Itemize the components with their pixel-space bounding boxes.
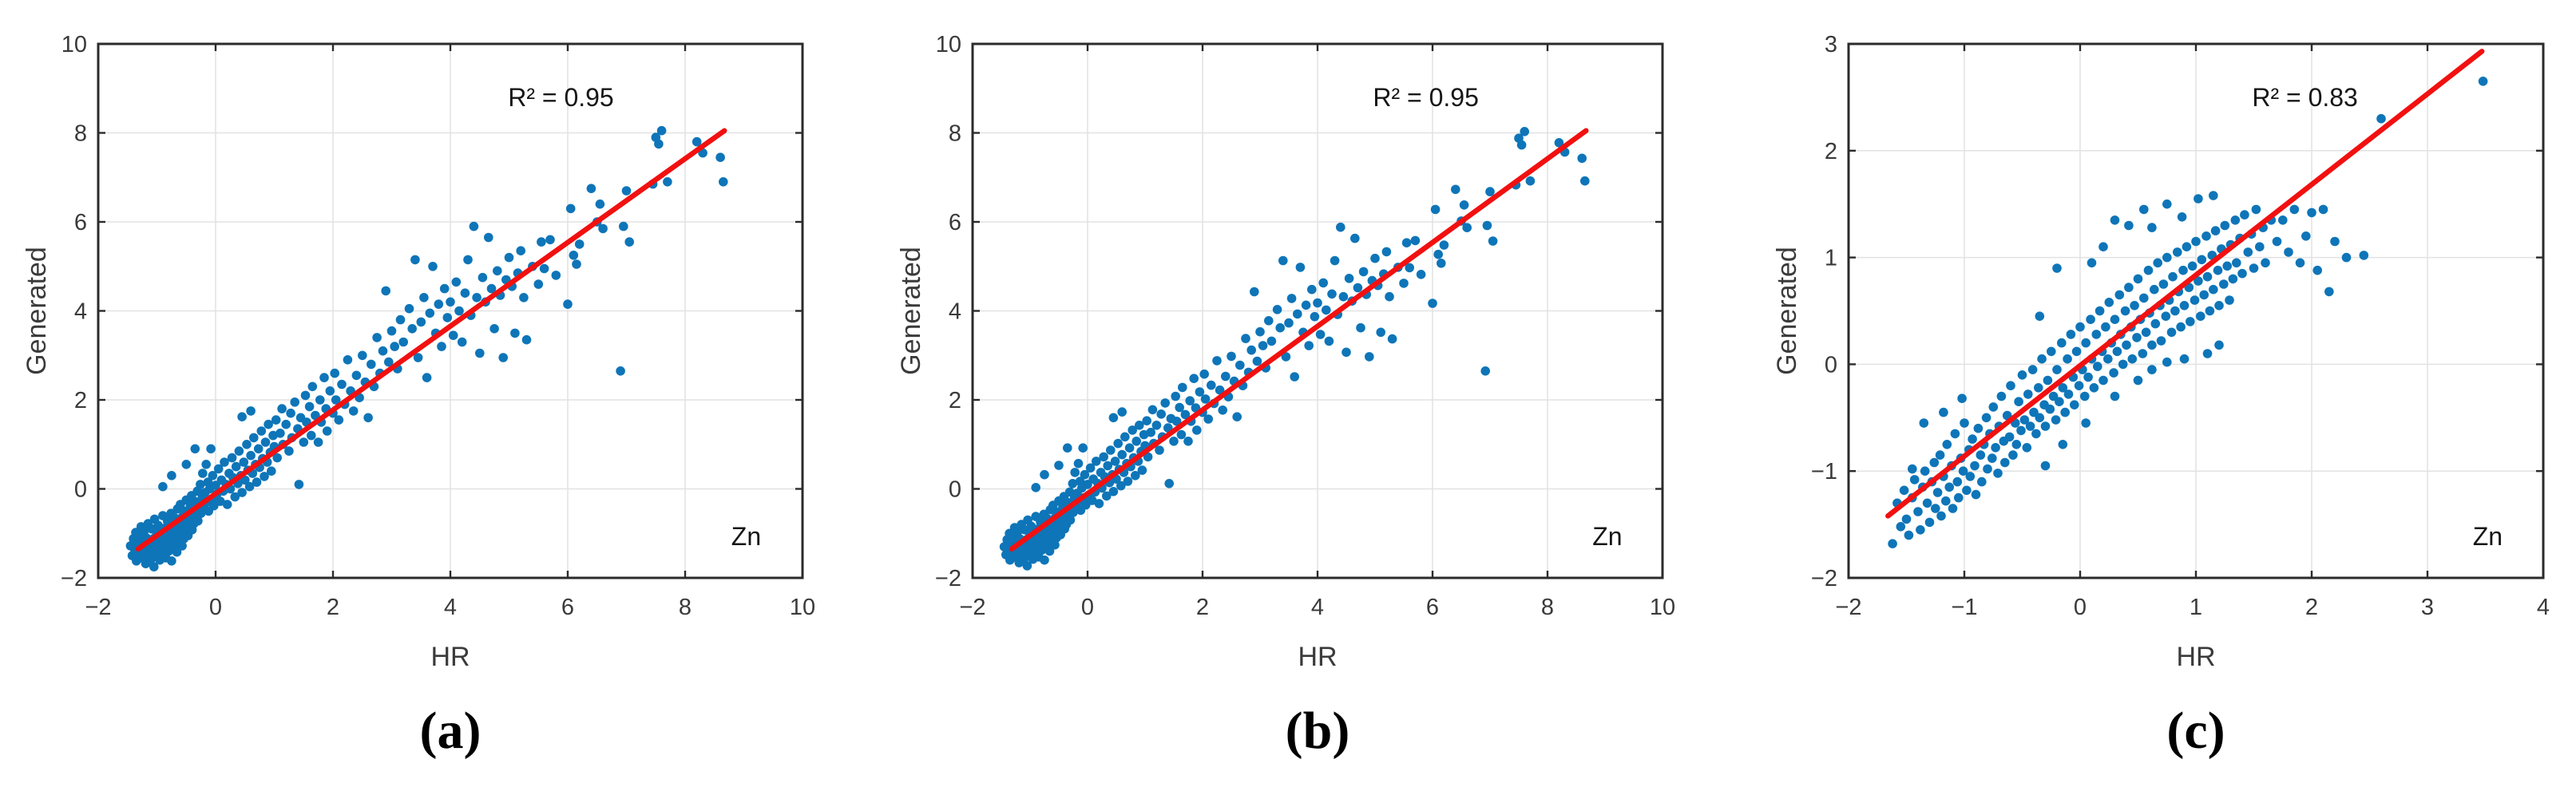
caption-b: (b) xyxy=(1285,702,1350,760)
fit-line xyxy=(1885,49,2485,519)
fit-line xyxy=(1009,128,1589,552)
svg-text:10: 10 xyxy=(61,32,87,57)
axis-box xyxy=(971,42,1664,579)
svg-text:8: 8 xyxy=(74,121,87,147)
svg-text:6: 6 xyxy=(949,210,961,235)
svg-text:2: 2 xyxy=(949,388,961,413)
svg-text:4: 4 xyxy=(2537,595,2550,620)
svg-text:2: 2 xyxy=(1825,139,1837,164)
svg-text:−2: −2 xyxy=(935,566,961,591)
r2-annotation: R² = 0.95 xyxy=(1373,83,1479,112)
svg-text:4: 4 xyxy=(444,595,457,620)
element-label: Zn xyxy=(2473,522,2503,551)
svg-text:6: 6 xyxy=(561,595,574,620)
svg-text:6: 6 xyxy=(74,210,87,235)
tick-labels: −2 0 2 4 6 8 10 −2 0 2 4 6 8 10 xyxy=(935,32,1675,620)
element-label: Zn xyxy=(731,522,761,551)
element-label: Zn xyxy=(1592,522,1622,551)
panel-c: −2 −1 0 1 2 3 4 −2 −1 0 1 2 3 HR Generated R² = 0.83 Zn … xyxy=(1717,0,2576,787)
x-axis-label: HR xyxy=(430,642,470,672)
y-axis-label: Generated xyxy=(22,247,52,375)
svg-text:8: 8 xyxy=(679,595,692,620)
r2-annotation: R² = 0.95 xyxy=(508,83,614,112)
y-axis-label: Generated xyxy=(896,247,926,375)
x-axis-label: HR xyxy=(1298,642,1337,672)
svg-text:3: 3 xyxy=(2421,595,2434,620)
gridlines xyxy=(1849,44,2543,578)
svg-text:0: 0 xyxy=(74,477,87,503)
axis-box xyxy=(1847,42,2545,579)
svg-text:−2: −2 xyxy=(959,595,985,620)
tick-labels: −2 0 2 4 6 8 10 −2 0 2 4 6 8 10 xyxy=(61,32,815,620)
panel-a: −2 0 2 4 6 8 10 −2 0 2 4 6 8 10 HR Generated R² = 0.95 Zn… xyxy=(0,0,858,787)
svg-text:−2: −2 xyxy=(85,595,111,620)
svg-text:−2: −2 xyxy=(1811,566,1837,591)
svg-text:8: 8 xyxy=(949,121,961,147)
svg-text:−2: −2 xyxy=(1835,595,1861,620)
svg-text:3: 3 xyxy=(1825,32,1837,57)
scatter-points xyxy=(125,125,728,571)
svg-text:4: 4 xyxy=(949,299,961,325)
svg-text:0: 0 xyxy=(1825,352,1837,378)
tick-labels: −2 −1 0 1 2 3 4 −2 −1 0 1 2 3 xyxy=(1811,32,2550,620)
svg-text:0: 0 xyxy=(2074,595,2087,620)
svg-text:4: 4 xyxy=(1311,595,1324,620)
svg-text:0: 0 xyxy=(949,477,961,503)
svg-text:2: 2 xyxy=(2305,595,2318,620)
svg-text:1: 1 xyxy=(2190,595,2202,620)
svg-text:−1: −1 xyxy=(1811,459,1837,484)
scatter-points xyxy=(1888,77,2488,548)
svg-text:2: 2 xyxy=(1196,595,1209,620)
caption-a: (a) xyxy=(419,702,482,760)
svg-text:2: 2 xyxy=(74,388,87,413)
svg-text:6: 6 xyxy=(1426,595,1439,620)
svg-text:−1: −1 xyxy=(1951,595,1977,620)
caption-c: (c) xyxy=(2166,702,2225,760)
svg-text:0: 0 xyxy=(209,595,222,620)
panel-b: −2 0 2 4 6 8 10 −2 0 2 4 6 8 10 HR Generated R² = 0.95 Zn… xyxy=(858,0,1717,787)
svg-text:8: 8 xyxy=(1541,595,1554,620)
r2-annotation: R² = 0.83 xyxy=(2252,83,2358,112)
svg-text:4: 4 xyxy=(74,299,87,325)
svg-text:0: 0 xyxy=(1081,595,1094,620)
axis-box xyxy=(97,42,804,579)
svg-text:2: 2 xyxy=(327,595,339,620)
x-axis-label: HR xyxy=(2176,642,2215,672)
svg-text:1: 1 xyxy=(1825,246,1837,271)
svg-text:10: 10 xyxy=(790,595,815,620)
svg-text:−2: −2 xyxy=(61,566,87,591)
scatter-plot-a: −2 0 2 4 6 8 10 −2 0 2 4 6 8 10 HR Generated R² = 0.95 Zn xyxy=(22,32,815,672)
fit-line xyxy=(135,128,727,552)
scatter-plot-b: −2 0 2 4 6 8 10 −2 0 2 4 6 8 10 HR Generated R² = 0.95 Zn xyxy=(896,32,1675,672)
scatter-plot-c: −2 −1 0 1 2 3 4 −2 −1 0 1 2 3 HR Generated R² = 0.83 Zn xyxy=(1772,32,2550,672)
y-axis-label: Generated xyxy=(1772,247,1802,375)
svg-text:10: 10 xyxy=(1650,595,1675,620)
svg-text:10: 10 xyxy=(936,32,961,57)
